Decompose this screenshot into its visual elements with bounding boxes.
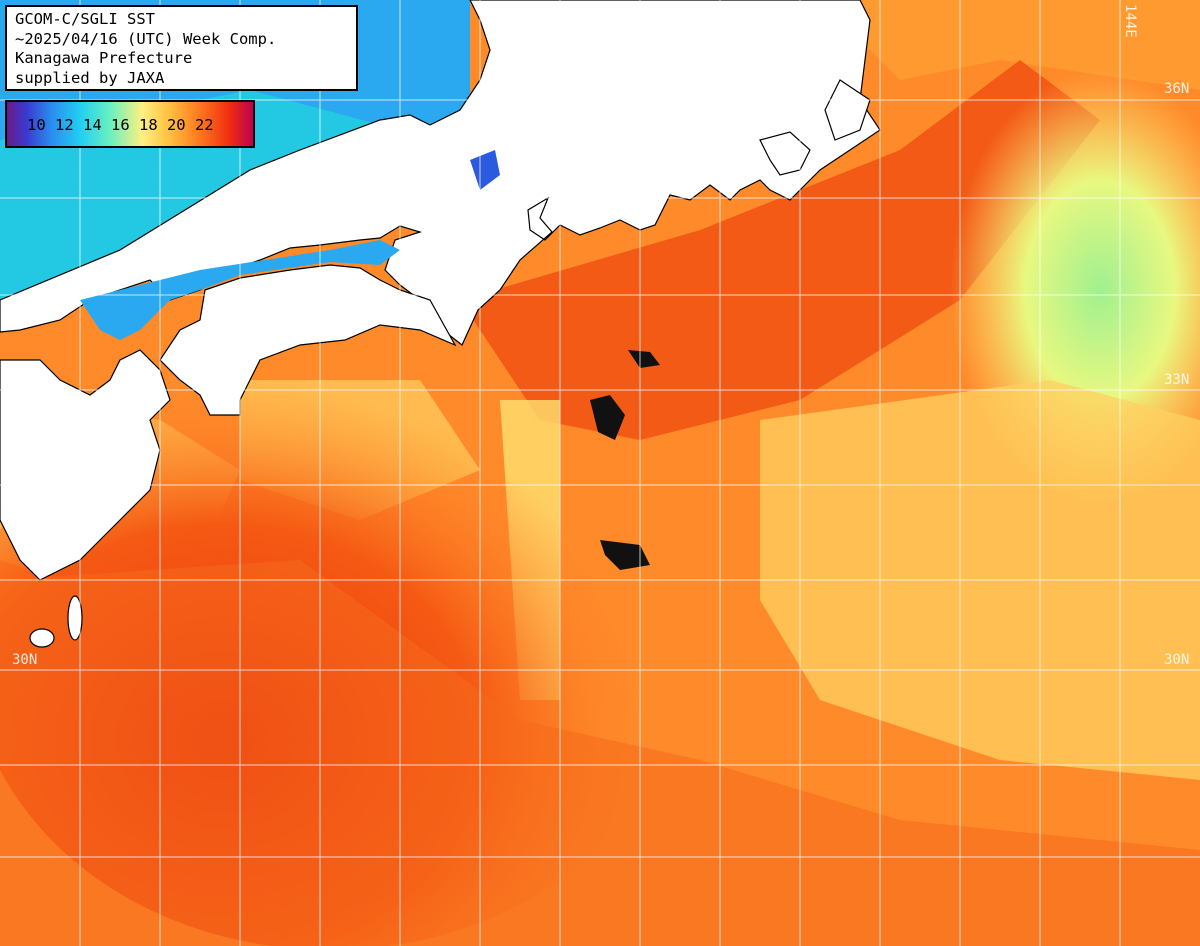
title-line-product: GCOM-C/SGLI SST	[15, 10, 155, 28]
cloud-speckle	[628, 350, 660, 368]
lat-label-36n: 36N	[1164, 81, 1190, 97]
temperature-colorbar: 10 12 14 16 18 20 22	[5, 100, 255, 148]
osaka-bay	[470, 150, 500, 190]
cool-water-ne	[860, 0, 1200, 90]
cloud-speckle	[590, 395, 625, 440]
lat-label-33n: 33N	[1164, 372, 1190, 388]
inland-sea	[80, 240, 400, 340]
kuroshio-band	[460, 60, 1100, 440]
title-box: GCOM-C/SGLI SST ~2025/04/16 (UTC) Week C…	[5, 5, 358, 91]
warm-region-south	[0, 560, 1200, 946]
lon-label-136e: 136E	[482, 4, 498, 38]
cloud-speckle	[600, 540, 650, 570]
land-island-tanegashima	[67, 595, 83, 641]
lat-label-30n-right: 30N	[1164, 652, 1190, 668]
lon-label-144e: 144E	[1122, 4, 1138, 38]
lat-label-30n-left: 30N	[12, 652, 38, 668]
title-line-credit: supplied by JAXA	[15, 68, 165, 87]
title-line-region: Kanagawa Prefecture	[15, 49, 193, 67]
colorbar-tick-labels: 10 12 14 16 18 20 22	[27, 116, 214, 134]
title-line-date: ~2025/04/16 (UTC) Week Comp.	[15, 29, 277, 48]
land-shikoku	[159, 264, 457, 416]
land-island-yakushima	[29, 628, 55, 648]
land-boso	[824, 79, 871, 141]
